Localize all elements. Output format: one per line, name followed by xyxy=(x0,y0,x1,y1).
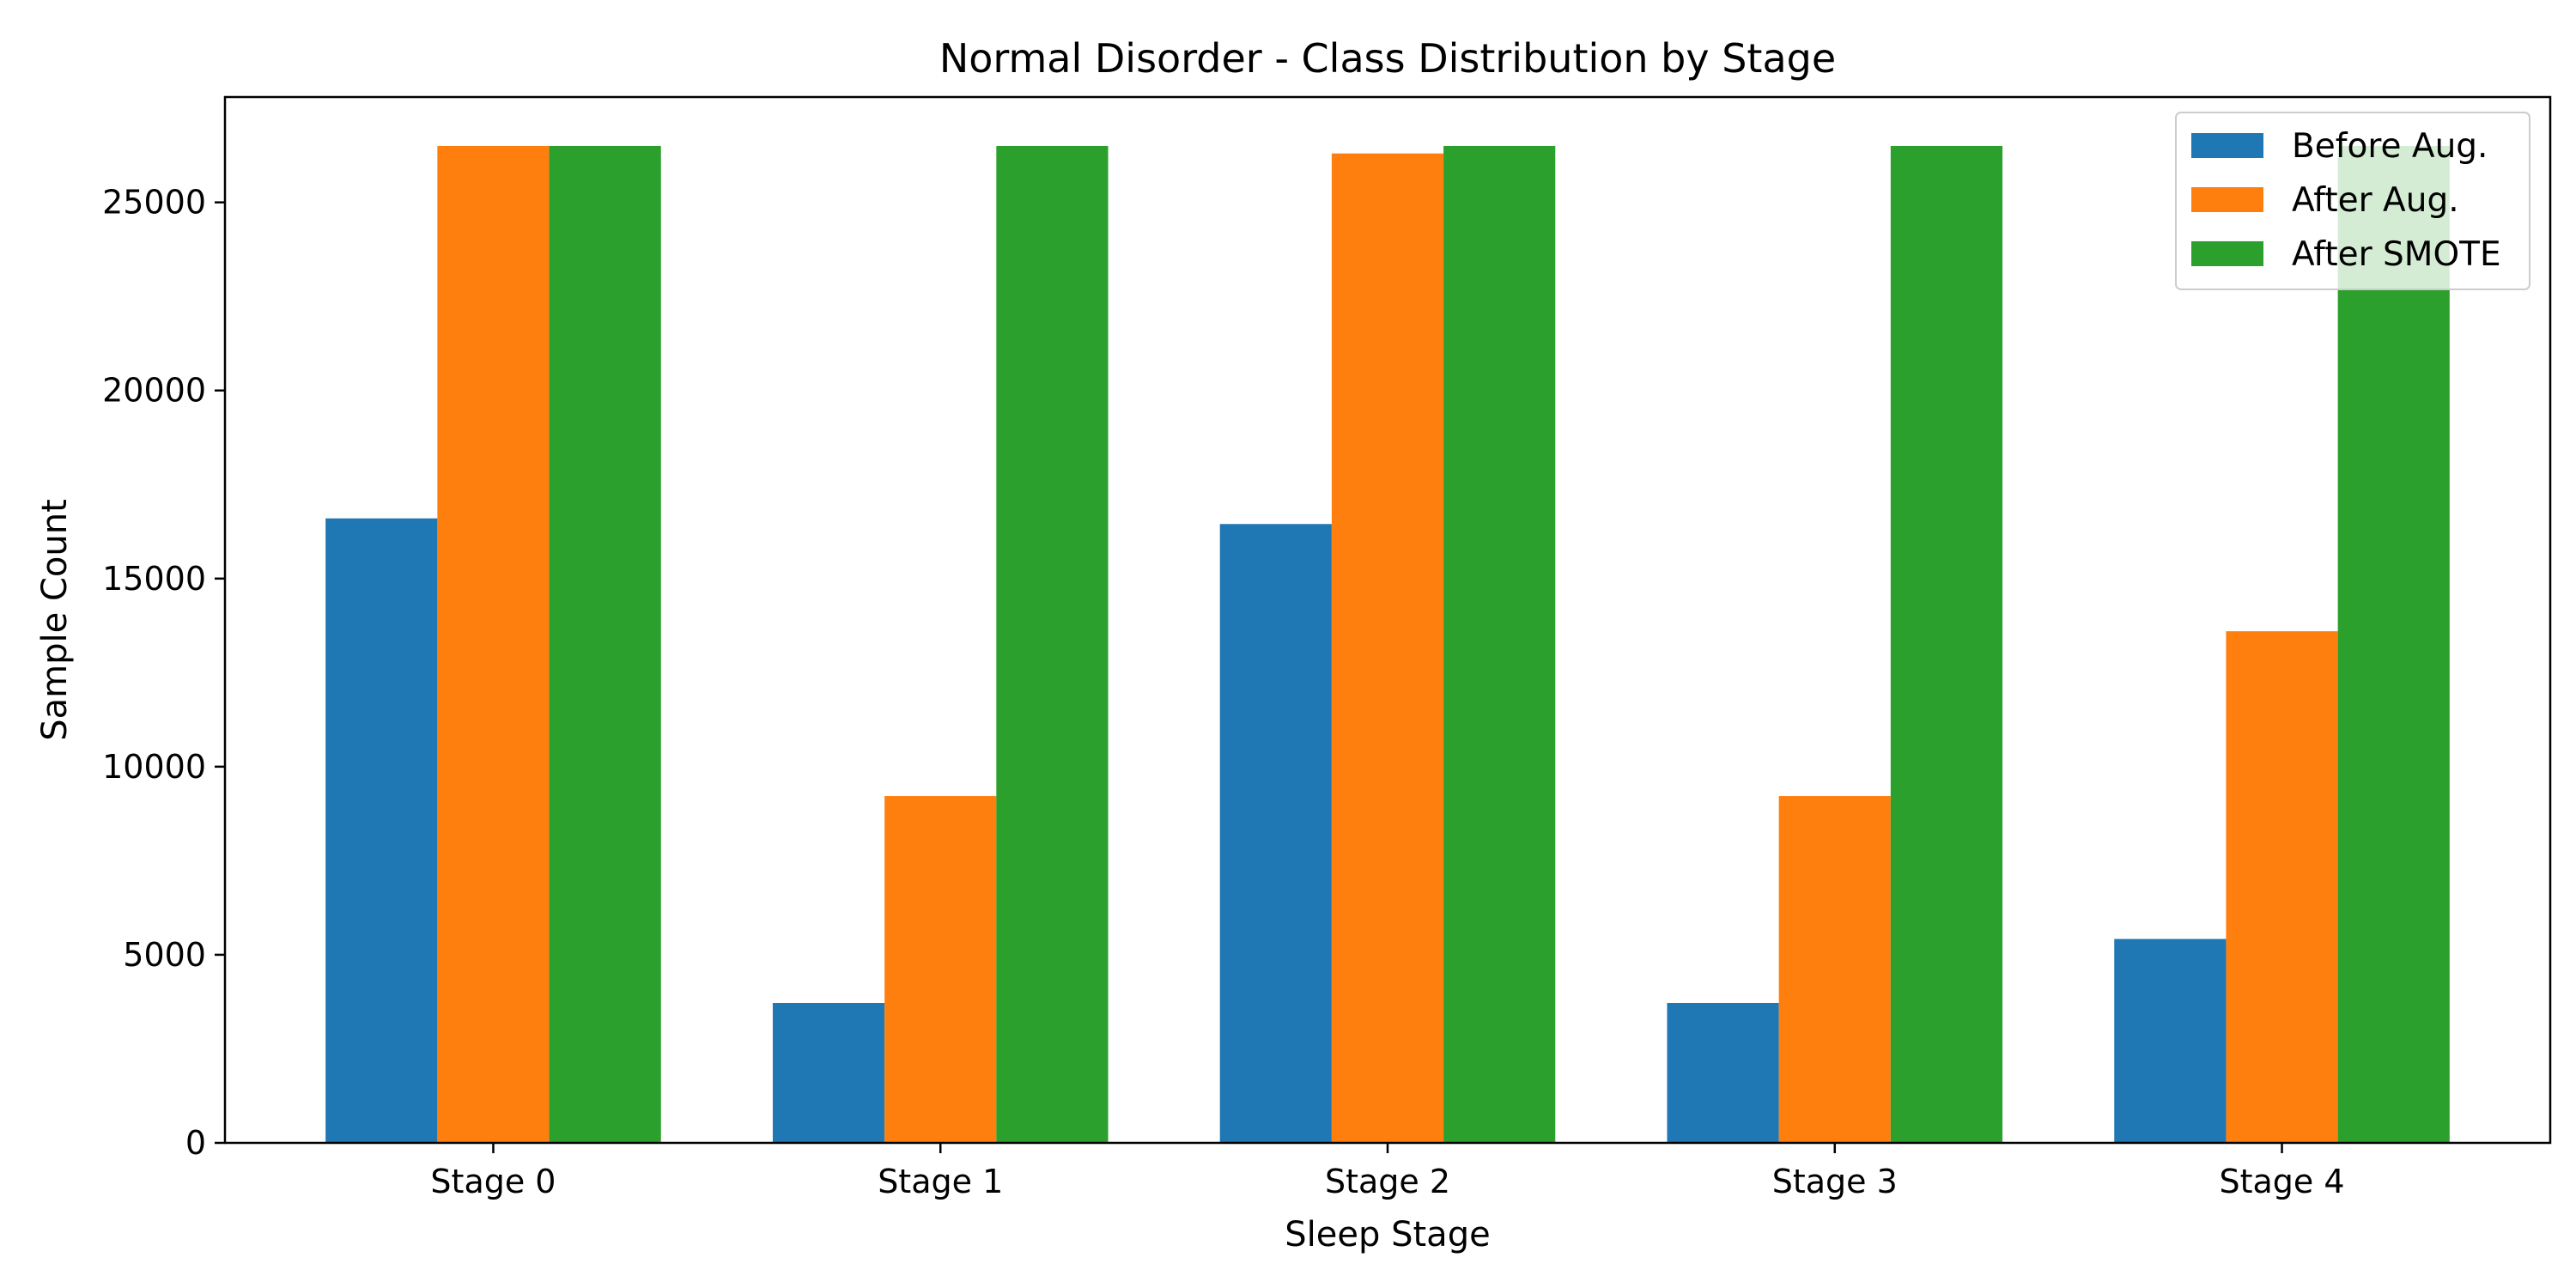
x-axis-ticks: Stage 0 Stage 1 Stage 2 Stage 3 Stage 4 xyxy=(430,1143,2345,1200)
bar-before-aug-stage-1 xyxy=(772,1003,885,1143)
bar-after-smote-stage-1 xyxy=(996,145,1109,1144)
x-tick-label: Stage 2 xyxy=(1325,1163,1450,1200)
x-tick-label: Stage 4 xyxy=(2220,1163,2345,1200)
legend: Before Aug. After Aug. After SMOTE xyxy=(2175,112,2530,290)
bar-after-aug-stage-2 xyxy=(1331,153,1444,1143)
y-axis-label: Sample Count xyxy=(35,499,75,740)
y-tick-label: 5000 xyxy=(123,936,206,974)
bar-after-smote-stage-4 xyxy=(2337,145,2450,1144)
y-tick-label: 0 xyxy=(185,1124,206,1162)
y-tick-label: 25000 xyxy=(102,184,206,222)
bar-after-smote-stage-2 xyxy=(1443,145,1556,1144)
bar-after-aug-stage-1 xyxy=(884,796,997,1143)
bar-after-smote-stage-3 xyxy=(1890,145,2003,1144)
bar-after-aug-stage-0 xyxy=(437,145,550,1144)
legend-swatch xyxy=(2191,241,2263,266)
x-tick-label: Stage 1 xyxy=(878,1163,1003,1200)
legend-box xyxy=(2175,112,2530,290)
bar-before-aug-stage-3 xyxy=(1667,1003,1779,1143)
legend-label: After SMOTE xyxy=(2292,235,2501,274)
y-tick-label: 20000 xyxy=(102,372,206,410)
legend-label: Before Aug. xyxy=(2292,127,2488,166)
plot-area xyxy=(325,145,2450,1144)
y-tick-label: 10000 xyxy=(102,748,206,786)
bar-after-smote-stage-0 xyxy=(549,145,661,1144)
bar-after-aug-stage-4 xyxy=(2226,631,2338,1143)
y-tick-label: 15000 xyxy=(102,560,206,598)
bar-before-aug-stage-4 xyxy=(2114,939,2227,1143)
chart-title: Normal Disorder - Class Distribution by … xyxy=(939,35,1836,82)
legend-swatch xyxy=(2191,187,2263,212)
legend-label: After Aug. xyxy=(2292,181,2459,220)
bar-before-aug-stage-0 xyxy=(325,518,438,1143)
bar-before-aug-stage-2 xyxy=(1219,524,1332,1143)
x-tick-label: Stage 0 xyxy=(430,1163,556,1200)
x-tick-label: Stage 3 xyxy=(1772,1163,1898,1200)
y-axis-ticks: 0 5000 10000 15000 20000 25000 xyxy=(102,184,225,1162)
x-axis-label: Sleep Stage xyxy=(1285,1215,1490,1255)
bar-after-aug-stage-3 xyxy=(1778,796,1891,1143)
legend-swatch xyxy=(2191,133,2263,158)
